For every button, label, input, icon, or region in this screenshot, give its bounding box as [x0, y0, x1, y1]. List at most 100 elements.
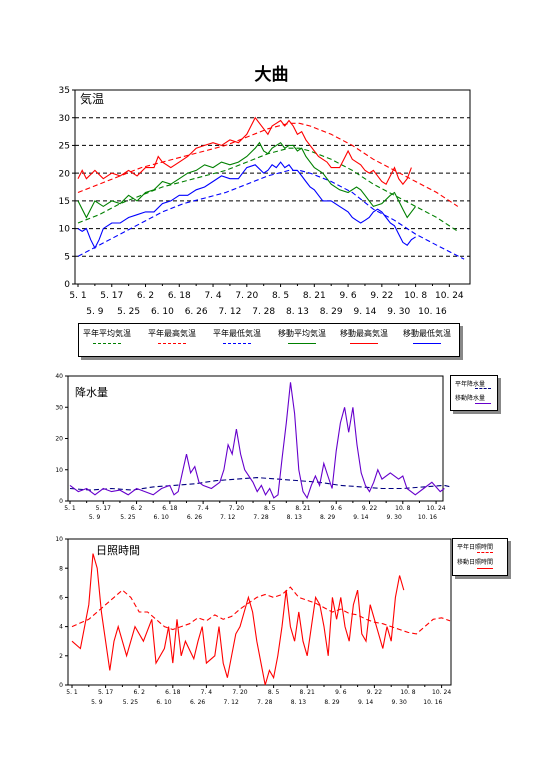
series-line	[71, 586, 451, 635]
x-tick-label: 5. 25	[123, 699, 138, 706]
x-tick-label: 10. 16	[418, 514, 437, 521]
x-tick-label: 7. 28	[253, 514, 268, 521]
x-tick-label: 8. 13	[291, 699, 306, 706]
legend-line-blue-solid	[413, 343, 441, 344]
x-tick-label: 5. 25	[120, 514, 135, 521]
legend-line-red-dashed	[158, 343, 186, 344]
legend-label: 平年最低気温	[213, 329, 261, 338]
y-tick-label: 2	[59, 653, 63, 660]
y-tick-label: 30	[55, 404, 63, 411]
x-tick-label: 7. 28	[252, 307, 275, 317]
x-tick-label: 7. 12	[220, 514, 235, 521]
legend-line-red-dashed	[477, 552, 493, 553]
x-tick-label: 8. 13	[286, 307, 309, 317]
x-tick-label: 6. 26	[187, 514, 202, 521]
x-tick-label: 6. 10	[156, 699, 171, 706]
series-line	[71, 553, 405, 686]
x-tick-label: 9. 22	[370, 291, 393, 301]
x-tick-label: 8. 21	[300, 689, 315, 696]
y-tick-label: 25	[59, 142, 70, 152]
y-tick-label: 15	[59, 197, 70, 207]
y-tick-label: 10	[55, 467, 63, 474]
x-tick-label: 10. 24	[432, 689, 451, 696]
legend-line-green-solid	[288, 343, 316, 344]
series-line	[77, 122, 459, 207]
x-tick-label: 7. 28	[257, 699, 272, 706]
x-tick-label: 5. 25	[117, 307, 140, 317]
x-tick-label: 8. 29	[324, 699, 339, 706]
x-tick-label: 8. 5	[272, 291, 289, 301]
legend-line-navy-dashed	[475, 388, 491, 389]
x-tick-label: 9. 14	[353, 514, 368, 521]
plot-frame	[67, 538, 452, 686]
x-tick-label: 5. 1	[66, 689, 78, 696]
y-tick-label: 10	[59, 225, 71, 235]
y-tick-label: 6	[59, 595, 63, 602]
legend-label: 移動最低気温	[403, 329, 451, 338]
x-tick-label: 9. 14	[358, 699, 373, 706]
y-tick-label: 5	[64, 252, 70, 262]
y-tick-label: 8	[59, 565, 63, 572]
legend-label: 平年平均気温	[83, 329, 131, 338]
precipitation-legend: 平年降水量 移動降水量	[450, 375, 498, 411]
y-tick-label: 0	[64, 280, 70, 290]
x-tick-label: 5. 1	[69, 291, 86, 301]
x-tick-label: 6. 10	[154, 514, 169, 521]
x-tick-label: 6. 18	[162, 505, 177, 512]
y-tick-label: 20	[55, 436, 63, 443]
chart-title: 日照時間	[96, 544, 140, 557]
x-tick-label: 9. 30	[392, 699, 407, 706]
x-tick-label: 9. 6	[335, 689, 347, 696]
x-tick-label: 5. 9	[89, 514, 101, 521]
x-tick-label: 9. 22	[362, 505, 377, 512]
x-tick-label: 7. 20	[235, 291, 258, 301]
series-line	[77, 116, 412, 186]
x-tick-label: 6. 2	[131, 505, 143, 512]
legend-line-blue-dashed	[223, 343, 251, 344]
x-tick-label: 8. 5	[264, 505, 276, 512]
x-tick-label: 7. 20	[232, 689, 247, 696]
x-tick-label: 6. 18	[165, 689, 180, 696]
legend-label: 平年日照時間	[457, 544, 494, 551]
x-tick-label: 8. 29	[320, 307, 343, 317]
x-tick-label: 9. 6	[339, 291, 356, 301]
x-tick-label: 10. 24	[427, 505, 446, 512]
x-tick-label: 5. 17	[98, 689, 113, 696]
series-line	[69, 382, 445, 500]
series-line	[77, 141, 417, 219]
x-tick-label: 9. 6	[331, 505, 343, 512]
series-line	[77, 161, 416, 250]
x-tick-label: 8. 21	[295, 505, 310, 512]
series-line	[77, 169, 465, 260]
x-tick-label: 7. 20	[229, 505, 244, 512]
x-tick-label: 7. 4	[204, 291, 221, 301]
x-tick-label: 10. 8	[395, 505, 410, 512]
x-tick-label: 5. 9	[86, 307, 103, 317]
y-tick-label: 20	[59, 169, 71, 179]
x-tick-label: 7. 12	[224, 699, 239, 706]
legend-label: 移動最高気温	[340, 329, 388, 338]
legend-line-purple-solid	[475, 403, 491, 404]
x-tick-label: 10. 24	[435, 291, 464, 301]
x-tick-label: 7. 4	[201, 689, 213, 696]
x-tick-label: 10. 16	[418, 307, 447, 317]
y-tick-label: 35	[59, 86, 70, 96]
legend-line-red-solid	[477, 568, 493, 569]
x-tick-label: 6. 2	[133, 689, 145, 696]
plot-frame	[74, 89, 471, 285]
legend-label: 平年最高気温	[148, 329, 196, 338]
legend-label: 移動降水量	[455, 395, 486, 402]
x-tick-label: 6. 18	[168, 291, 191, 301]
legend-label: 平年降水量	[455, 381, 486, 388]
x-tick-label: 8. 5	[268, 689, 280, 696]
x-tick-label: 8. 21	[303, 291, 326, 301]
x-tick-label: 6. 26	[185, 307, 208, 317]
x-tick-label: 5. 9	[91, 699, 103, 706]
legend-line-red-solid	[350, 343, 378, 344]
x-tick-label: 9. 30	[387, 307, 410, 317]
x-tick-label: 10. 16	[423, 699, 442, 706]
x-tick-label: 9. 22	[367, 689, 382, 696]
y-tick-label: 10	[55, 536, 63, 543]
x-tick-label: 9. 14	[354, 307, 377, 317]
